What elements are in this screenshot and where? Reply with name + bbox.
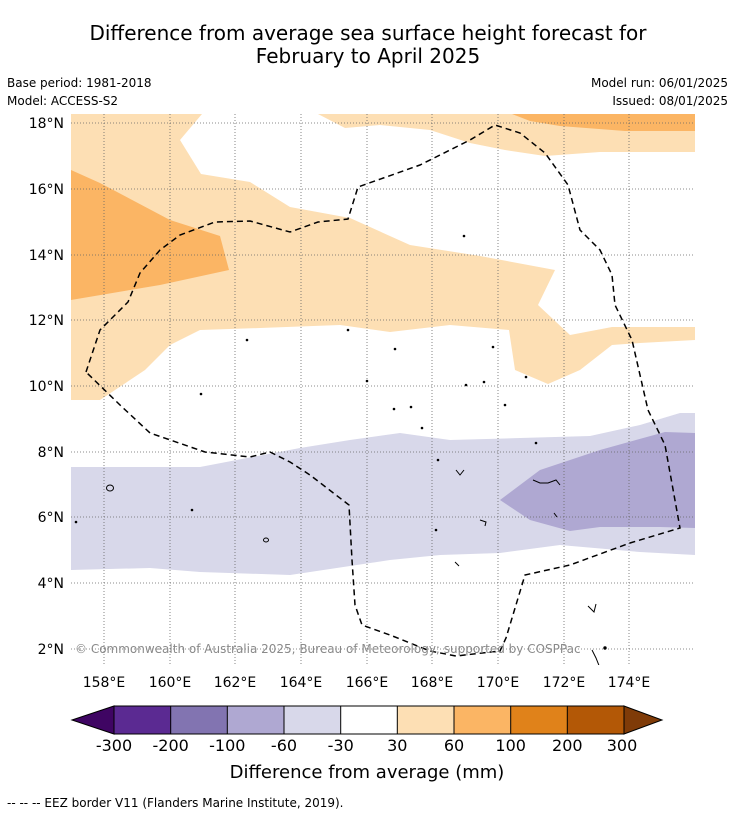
lat-label: 2°N (38, 642, 64, 658)
base-period: Base period: 1981-2018 (7, 76, 152, 90)
colorbar-swatch (567, 706, 624, 734)
issued-date: Issued: 08/01/2025 (612, 94, 728, 108)
colorbar-title: Difference from average (mm) (230, 762, 505, 783)
lon-label: 170°E (477, 675, 520, 691)
lon-label: 160°E (149, 675, 192, 691)
lat-label: 4°N (38, 576, 64, 592)
lon-label: 164°E (280, 675, 323, 691)
chart-title: Difference from average sea surface heig… (0, 22, 736, 68)
anomaly-region-60-100-west (71, 170, 229, 300)
colorbar-swatch (284, 706, 341, 734)
colorbar-frame (113, 705, 625, 735)
meta-right: Model run: 06/01/2025 Issued: 08/01/2025 (591, 74, 728, 110)
lat-label: 18°N (29, 116, 64, 132)
colorbar-swatch (227, 706, 284, 734)
colorbar-tick-label: -200 (153, 736, 189, 755)
eez-legend-note: -- -- -- EEZ border V11 (Flanders Marine… (7, 796, 344, 810)
colorbar-tick-label: 300 (607, 736, 638, 755)
lat-label: 6°N (38, 510, 64, 526)
colorbar-swatch (340, 706, 398, 734)
colorbar-dividers (170, 706, 568, 734)
colorbar-tick-label: 200 (552, 736, 583, 755)
lat-label: 8°N (38, 445, 64, 461)
colorbar-swatch (170, 706, 228, 734)
title-line-2: February to April 2025 (255, 44, 481, 68)
lon-label: 166°E (346, 675, 389, 691)
lon-label: 172°E (543, 675, 586, 691)
lat-label: 14°N (29, 248, 64, 264)
colorbar-tick-label: -100 (209, 736, 245, 755)
colorbar: -300 -200 -100 -60 -30 30 60 100 200 300… (70, 705, 664, 783)
lon-label: 168°E (411, 675, 454, 691)
model-run: Model run: 06/01/2025 (590, 76, 728, 90)
model-name: Model: ACCESS-S2 (7, 94, 119, 108)
anomaly-region-negative-band (71, 413, 695, 575)
lat-label: 12°N (29, 313, 64, 329)
colorbar-tick-label: 100 (495, 736, 526, 755)
colorbar-tick-label: 60 (444, 736, 464, 755)
lon-label: 158°E (83, 675, 126, 691)
map-gridlines (71, 114, 695, 665)
anomaly-region-60-100-northeast (512, 114, 695, 131)
longitude-labels: 158°E 160°E 162°E 164°E 166°E 168°E 170°… (83, 675, 651, 691)
colorbar-tick-label: -30 (328, 736, 354, 755)
colorbar-swatch (397, 706, 454, 734)
colorbar-extend-high (623, 705, 664, 735)
lon-label: 162°E (214, 675, 257, 691)
lat-label: 10°N (29, 379, 64, 395)
colorbar-swatch (114, 706, 171, 734)
island-outlines (74, 234, 607, 665)
anomaly-region-negative-core (500, 432, 695, 531)
copyright-notice: © Commonwealth of Australia 2025, Bureau… (75, 642, 581, 656)
latitude-labels: 18°N 16°N 14°N 12°N 10°N 8°N 6°N 4°N 2°N (29, 116, 64, 658)
colorbar-tick-label: -300 (96, 736, 132, 755)
colorbar-tick-label: 30 (387, 736, 407, 755)
colorbar-extend-low (70, 705, 115, 735)
lon-label: 174°E (608, 675, 651, 691)
lat-label: 16°N (29, 182, 64, 198)
colorbar-swatch (454, 706, 511, 734)
meta-left: Base period: 1981-2018 Model: ACCESS-S2 (7, 74, 152, 110)
title-line-1: Difference from average sea surface heig… (89, 21, 647, 45)
anomaly-region-positive-north (71, 114, 695, 400)
colorbar-swatch (510, 706, 568, 734)
map-area: © Commonwealth of Australia 2025, Bureau… (71, 114, 695, 665)
eez-border (85, 124, 681, 657)
colorbar-tick-label: -60 (271, 736, 297, 755)
